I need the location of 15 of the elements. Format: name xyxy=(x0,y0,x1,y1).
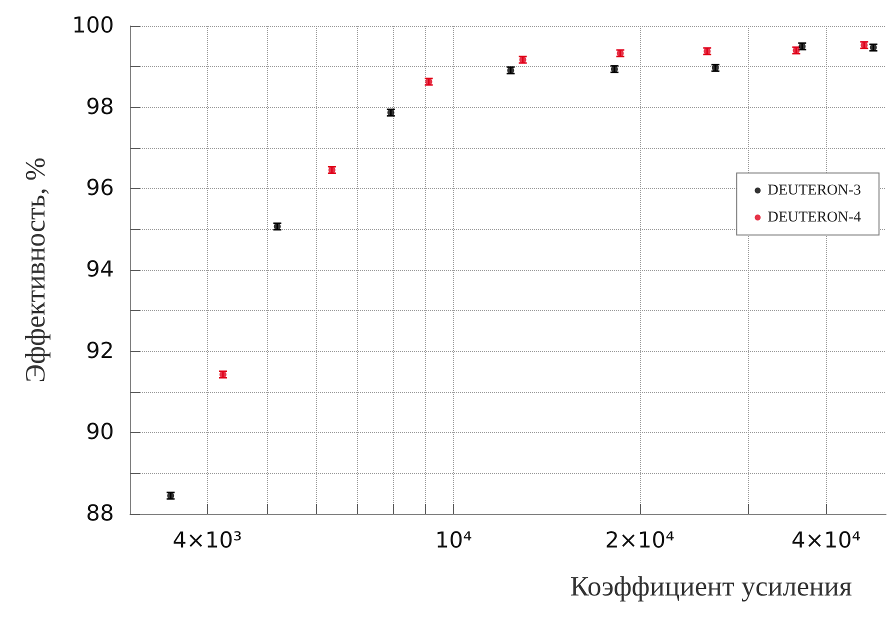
y-tick-label: 94 xyxy=(86,258,114,282)
y-tick-label: 92 xyxy=(86,338,114,364)
y-tick-label: 90 xyxy=(86,420,114,446)
legend-label: DEUTERON-4 xyxy=(768,210,862,226)
x-axis-title: Коэффициент усиления xyxy=(570,572,852,602)
x-tick-label: 2×10⁴ xyxy=(605,528,675,554)
y-tick-label: 98 xyxy=(86,94,114,120)
y-tick-label: 88 xyxy=(86,502,114,526)
legend-label: DEUTERON-3 xyxy=(768,182,862,198)
x-tick-label: 4×10⁴ xyxy=(791,528,861,554)
y-tick-label: 96 xyxy=(86,176,114,202)
y-axis-title: Эффективность, % xyxy=(20,157,52,383)
x-tick-label: 4×10³ xyxy=(172,528,242,554)
x-tick-label: 10⁴ xyxy=(435,528,472,554)
y-tick-label: 100 xyxy=(72,14,114,38)
